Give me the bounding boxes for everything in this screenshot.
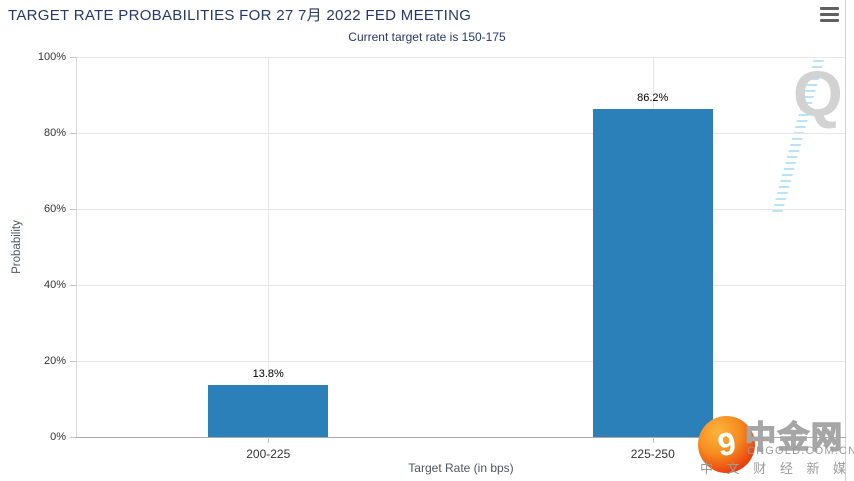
y-tick: [70, 57, 76, 58]
x-axis-title: Target Rate (in bps): [408, 461, 514, 475]
chart-right-border: [845, 0, 846, 481]
y-tick: [70, 209, 76, 210]
orange-swirl-icon: 9: [698, 416, 755, 473]
y-tick-label: 0%: [50, 431, 66, 443]
gridline-100: [77, 57, 845, 58]
x-category-label: 200-225: [246, 447, 291, 461]
hamburger-menu-icon[interactable]: [820, 7, 839, 22]
y-tick-label: 40%: [43, 279, 66, 291]
logo-name: 中金网: [744, 419, 844, 456]
y-tick: [70, 133, 76, 134]
x-category-label: 225-250: [630, 447, 675, 461]
y-tick-label: 60%: [43, 203, 66, 215]
x-tick: [652, 437, 654, 443]
logo-domain: CNGOLD.COM.CN: [747, 445, 854, 457]
q-watermark-icon: Q: [793, 58, 843, 130]
y-axis-line: [76, 57, 77, 437]
hamburger-bar: [820, 7, 839, 10]
y-tick: [70, 285, 76, 286]
x-axis-line: [76, 437, 846, 438]
x-tick: [268, 437, 270, 443]
bar-200-225[interactable]: [208, 384, 329, 437]
y-tick: [70, 361, 76, 362]
gridline-60: [77, 209, 845, 210]
y-tick-label: 20%: [43, 355, 66, 367]
hamburger-bar: [820, 19, 839, 22]
chart-subtitle: Current target rate is 150-175: [348, 30, 506, 44]
y-tick-label: 80%: [43, 127, 66, 139]
bar-225-250[interactable]: [592, 109, 713, 437]
logo-tagline: 中 文 财 经 新 媒 体: [700, 461, 854, 476]
x-gridline: [268, 57, 270, 437]
bar-value-label: 13.8%: [252, 367, 284, 380]
y-tick: [70, 437, 76, 438]
hamburger-bar: [820, 13, 839, 16]
gridline-20: [77, 361, 845, 362]
gridline-40: [77, 285, 845, 286]
cngold-logo[interactable]: 9 中金网 CNGOLD.COM.CN 中 文 财 经 新 媒 体: [698, 414, 854, 478]
y-tick-label: 100%: [37, 51, 66, 63]
gridline-80: [77, 133, 845, 134]
bar-value-label: 86.2%: [637, 92, 669, 105]
chart-title: TARGET RATE PROBABILITIES FOR 27 7月 2022…: [8, 7, 472, 24]
